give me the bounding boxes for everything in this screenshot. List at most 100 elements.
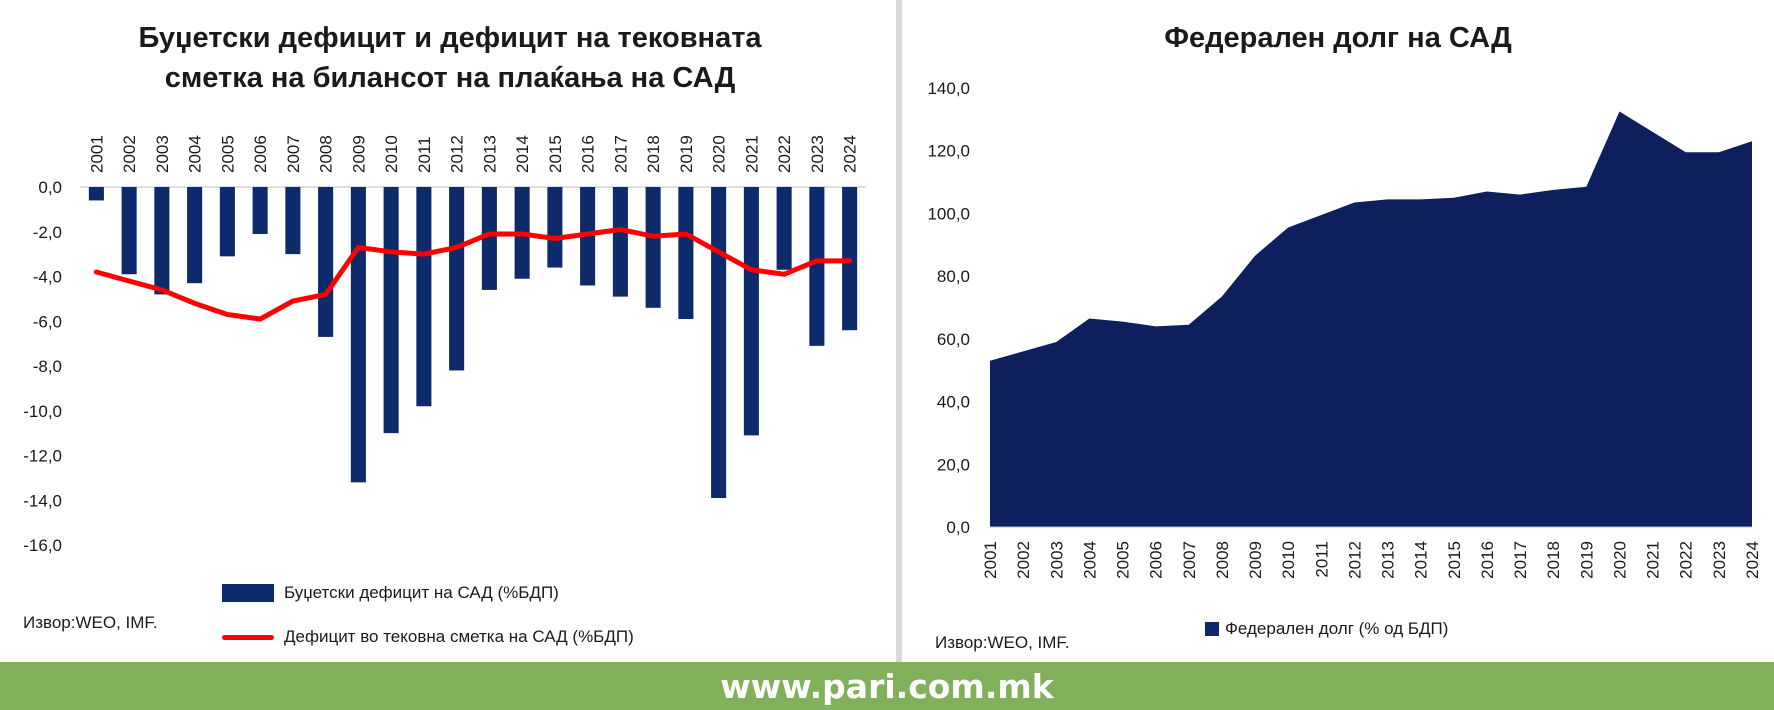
budget-deficit-bar <box>121 187 137 275</box>
legend-area-swatch <box>1205 622 1219 636</box>
left-x-tick-label: 2001 <box>87 135 106 173</box>
federal-debt-chart-panel: Федерален долг на САД 140,0 120,0 100,0 80,… <box>902 0 1774 662</box>
right-x-tick-label: 2023 <box>1710 541 1729 579</box>
legend-current-account-label: Дефицит во тековна сметка на САД (%БДП) <box>284 627 634 646</box>
right-x-tick-label: 2007 <box>1180 541 1199 579</box>
right-y-tick-label: 140,0 <box>927 79 970 98</box>
left-x-tick-label: 2022 <box>775 135 794 173</box>
right-x-tick-label: 2014 <box>1412 541 1431 579</box>
budget-deficit-bar <box>88 187 104 201</box>
federal-debt-chart: 140,0 120,0 100,0 80,0 60,0 40,0 20,0 0,0 2001 20… <box>927 79 1762 579</box>
panel-divider <box>896 0 902 662</box>
right-y-tick-label: 120,0 <box>927 142 970 161</box>
left-x-tick-label: 2002 <box>120 135 139 173</box>
left-x-tick-label: 2016 <box>579 135 598 173</box>
right-x-tick-label: 2022 <box>1677 541 1696 579</box>
left-x-tick-label: 2024 <box>841 135 860 173</box>
left-y-tick-label: -10,0 <box>23 402 62 421</box>
left-x-tick-label: 2010 <box>382 135 401 173</box>
budget-deficit-bar <box>481 187 497 290</box>
budget-deficit-bar <box>645 187 661 308</box>
right-x-tick-label: 2011 <box>1312 541 1331 578</box>
right-x-tick-label: 2003 <box>1047 541 1066 579</box>
budget-deficit-chart: 0,0 -2,0 -4,0 -6,0 -8,0 -10,0 -12,0 -14,0 -16,0 2… <box>23 135 866 555</box>
legend-federal-debt-label: Федерален долг (% од БДП) <box>1225 619 1449 638</box>
right-x-tick-label: 2008 <box>1213 541 1232 579</box>
left-x-tick-label: 2014 <box>513 135 532 173</box>
right-x-tick-label: 2015 <box>1445 541 1464 579</box>
left-x-tick-label: 2021 <box>742 135 761 173</box>
budget-deficit-bar <box>809 187 825 346</box>
right-y-tick-label: 80,0 <box>937 267 970 286</box>
left-y-tick-label: -12,0 <box>23 447 62 466</box>
budget-deficit-chart-panel: Буџетски дефицит и дефицит на тековната … <box>0 0 896 662</box>
right-y-tick-label: 100,0 <box>927 204 970 223</box>
right-y-tick-label: 40,0 <box>937 393 970 412</box>
budget-deficit-bar <box>383 187 399 434</box>
left-chart-title-line-1: Буџетски дефицит и дефицит на тековната <box>138 22 762 54</box>
right-x-tick-label: 2004 <box>1080 541 1099 579</box>
right-x-tick-label: 2019 <box>1577 541 1596 579</box>
left-x-tick-label: 2018 <box>644 135 663 173</box>
right-x-tick-label: 2002 <box>1014 541 1033 579</box>
right-x-tick-label: 2001 <box>981 541 1000 579</box>
right-x-tick-label: 2021 <box>1644 541 1663 579</box>
right-x-tick-label: 2024 <box>1743 541 1762 579</box>
current-account-line <box>93 227 853 322</box>
legend-line-swatch <box>222 634 274 640</box>
budget-deficit-bar <box>285 187 301 255</box>
right-x-tick-label: 2018 <box>1544 541 1563 579</box>
budget-deficit-bar <box>449 187 465 371</box>
left-y-tick-label: -8,0 <box>33 357 62 376</box>
legend-budget-deficit-label: Буџетски дефицит на САД (%БДП) <box>284 583 559 602</box>
left-x-tick-label: 2003 <box>153 135 172 173</box>
left-x-tick-label: 2008 <box>317 135 336 173</box>
left-source-note: Извор:WEO, IMF. <box>23 613 158 632</box>
left-chart-title: Буџетски дефицит и дефицит на тековната … <box>80 18 820 98</box>
left-x-tick-label: 2017 <box>611 135 630 173</box>
budget-deficit-bar <box>776 187 792 270</box>
right-x-tick-label: 2006 <box>1147 541 1166 579</box>
right-x-tick-label: 2016 <box>1478 541 1497 579</box>
budget-deficit-bar <box>416 187 432 407</box>
budget-deficit-bar <box>154 187 170 295</box>
left-x-tick-label: 2006 <box>251 135 270 173</box>
right-y-tick-label: 20,0 <box>937 455 970 474</box>
left-y-tick-label: -4,0 <box>33 268 62 287</box>
footer-url[interactable]: www.pari.com.mk <box>720 666 1054 706</box>
left-x-tick-label: 2011 <box>415 136 434 173</box>
footer-bar: www.pari.com.mk <box>0 662 1774 710</box>
left-x-tick-label: 2019 <box>677 135 696 173</box>
legend-bar-swatch <box>222 584 274 602</box>
right-y-tick-label: 0,0 <box>946 518 970 537</box>
right-chart-title: Федерален долг на САД <box>1164 22 1512 54</box>
right-x-tick-label: 2012 <box>1345 541 1364 579</box>
budget-deficit-bar <box>678 187 694 320</box>
budget-deficit-bar <box>547 187 563 268</box>
left-x-tick-label: 2007 <box>284 135 303 173</box>
left-chart-title-line-2: сметка на билансот на плаќања на САД <box>164 62 736 94</box>
legend-budget-deficit: Буџетски дефицит на САД (%БДП) <box>222 583 559 603</box>
budget-deficit-bar <box>318 187 334 337</box>
left-x-tick-label: 2004 <box>186 135 205 173</box>
left-y-tick-label: 0,0 <box>38 178 62 197</box>
left-y-tick-label: -2,0 <box>33 223 62 242</box>
left-x-tick-label: 2013 <box>480 135 499 173</box>
right-x-tick-label: 2020 <box>1610 541 1629 579</box>
left-y-tick-label: -16,0 <box>23 536 62 555</box>
legend-federal-debt: Федерален долг (% од БДП) <box>1205 619 1448 639</box>
left-x-tick-label: 2005 <box>218 135 237 173</box>
right-x-tick-label: 2005 <box>1114 541 1133 579</box>
budget-deficit-bar <box>711 187 727 499</box>
left-y-tick-label: -14,0 <box>23 491 62 510</box>
budget-deficit-bar <box>612 187 628 297</box>
right-x-tick-label: 2010 <box>1279 541 1298 579</box>
right-y-tick-label: 60,0 <box>937 330 970 349</box>
budget-deficit-bar <box>252 187 268 234</box>
left-x-tick-label: 2009 <box>349 135 368 173</box>
right-x-tick-label: 2009 <box>1246 541 1265 579</box>
left-x-tick-label: 2015 <box>546 135 565 173</box>
left-y-tick-label: -6,0 <box>33 312 62 331</box>
left-x-tick-label: 2020 <box>710 135 729 173</box>
right-x-tick-label: 2017 <box>1511 541 1530 579</box>
